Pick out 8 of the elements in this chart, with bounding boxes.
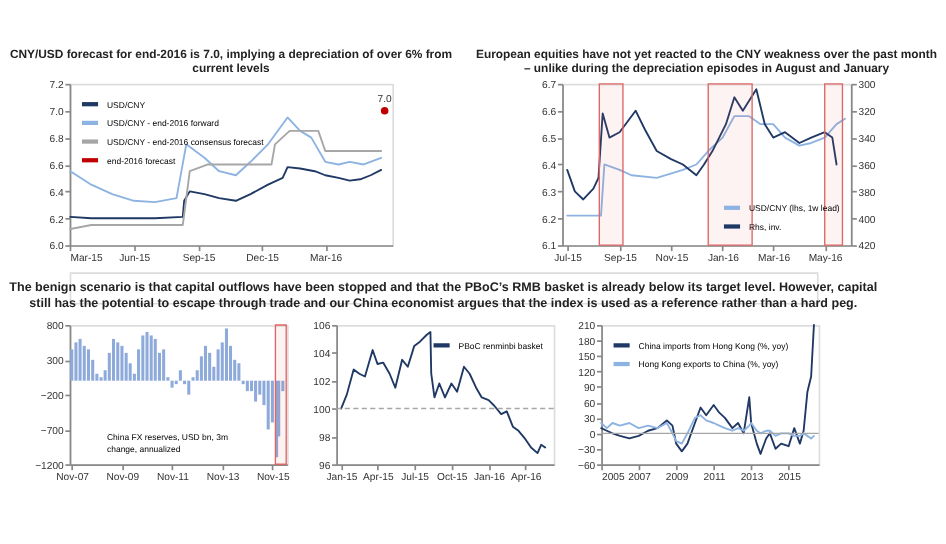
line-series	[600, 324, 815, 455]
line-series	[69, 116, 383, 204]
line-series	[340, 331, 547, 455]
line-series	[69, 166, 383, 220]
line-series	[600, 414, 815, 445]
line-series	[69, 129, 383, 230]
line-series	[566, 115, 846, 217]
line-series	[566, 88, 838, 201]
